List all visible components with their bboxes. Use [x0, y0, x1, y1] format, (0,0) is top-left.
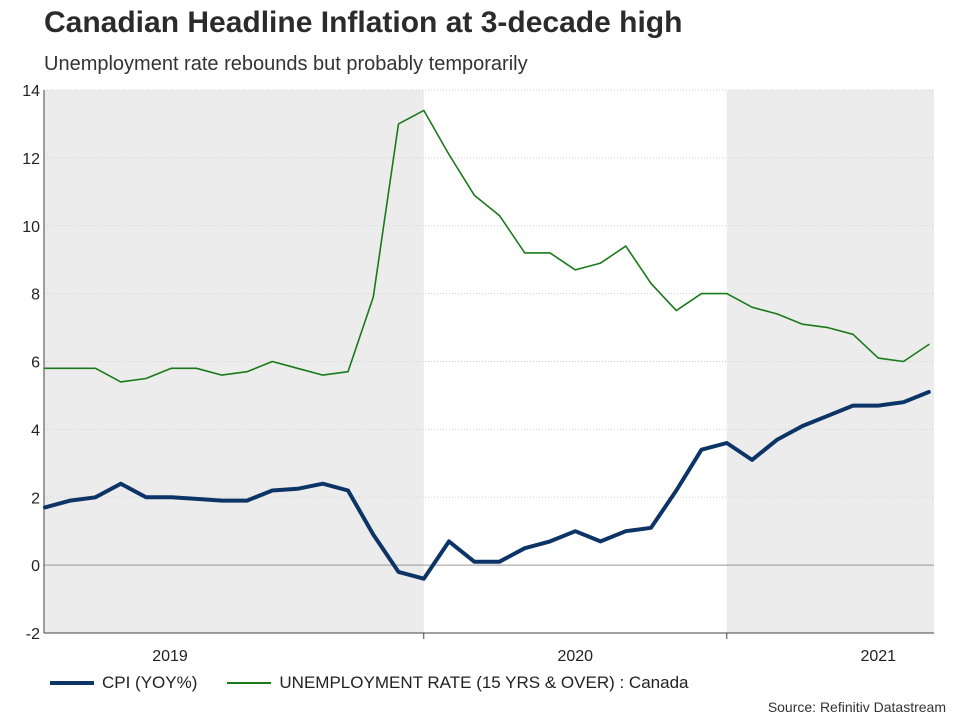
series-line-unemployment — [44, 109, 930, 383]
x-tick-label-2021: 2021 — [860, 648, 896, 665]
chart-title: Canadian Headline Inflation at 3-decade … — [44, 6, 683, 39]
y-tick-label: 2 — [31, 490, 40, 507]
y-tick-label: 6 — [31, 355, 40, 372]
legend-label-cpi: CPI (YOY%) — [102, 673, 198, 692]
legend-item-unemployment: UNEMPLOYMENT RATE (15 YRS & OVER) : Cana… — [227, 673, 688, 693]
y-tick-label: -2 — [26, 626, 40, 643]
chart-subtitle: Unemployment rate rebounds but probably … — [44, 53, 528, 75]
y-tick-label: 12 — [22, 151, 40, 168]
series-line-cpi — [43, 390, 931, 581]
legend-swatch-cpi — [50, 681, 94, 685]
y-tick-label: 0 — [31, 558, 40, 575]
chart-legend: CPI (YOY%) UNEMPLOYMENT RATE (15 YRS & O… — [50, 673, 718, 693]
legend-item-cpi: CPI (YOY%) — [50, 673, 197, 693]
y-tick-label: 14 — [22, 83, 40, 100]
legend-swatch-unemployment — [227, 682, 272, 684]
y-tick-label: 8 — [31, 287, 40, 304]
legend-label-unemployment: UNEMPLOYMENT RATE (15 YRS & OVER) : Cana… — [279, 673, 689, 692]
y-tick-label: 10 — [22, 219, 40, 236]
x-tick-label-2019: 2019 — [152, 648, 188, 665]
y-tick-label: 4 — [31, 422, 40, 439]
source-note: Source: Refinitiv Datastream — [767, 699, 946, 715]
x-tick-label-2020: 2020 — [557, 648, 593, 665]
